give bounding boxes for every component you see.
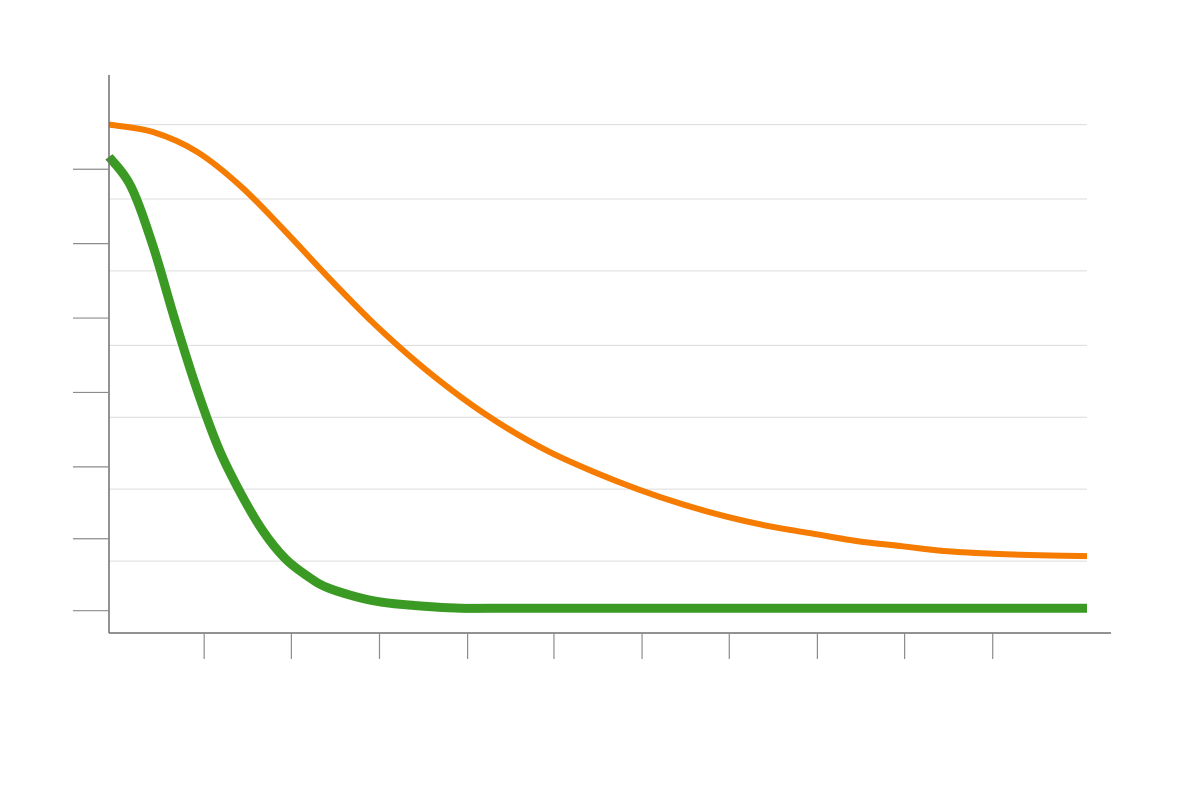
gridlines: [109, 124, 1087, 562]
series-line-1: [108, 121, 1088, 560]
ticks: [73, 168, 994, 659]
series-group: [105, 121, 1088, 613]
series-line-2: [105, 154, 1087, 613]
axes: [108, 75, 1111, 634]
